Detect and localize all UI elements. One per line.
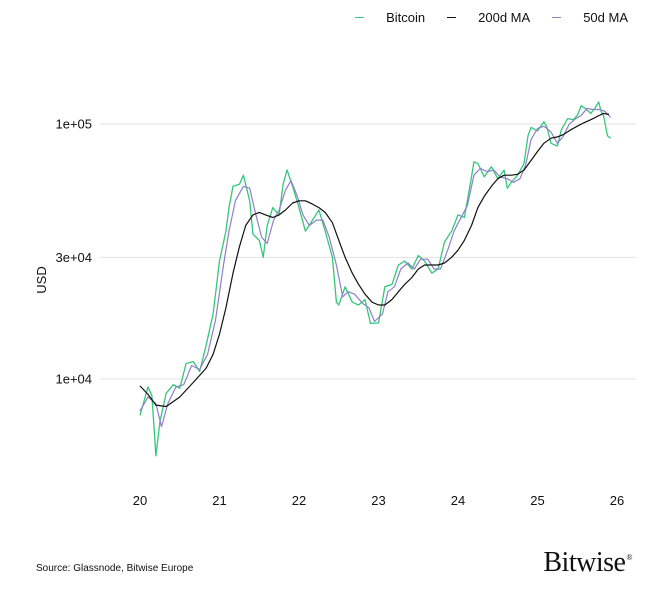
y-tick-label: 1e+04 — [55, 372, 92, 387]
y-tick-label: 1e+05 — [55, 117, 92, 132]
legend: Bitcoin 200d MA 50d MA — [343, 10, 628, 25]
legend-label: 50d MA — [583, 10, 628, 25]
source-note: Source: Glassnode, Bitwise Europe — [36, 563, 194, 574]
x-tick-label: 20 — [133, 493, 147, 508]
x-tick-label: 21 — [212, 493, 226, 508]
series-line-50d-ma — [139, 107, 612, 428]
legend-item-bitcoin: Bitcoin — [355, 10, 425, 25]
x-tick-label: 25 — [530, 493, 544, 508]
legend-label: Bitcoin — [386, 10, 426, 25]
legend-label: 200d MA — [478, 10, 531, 25]
y-tick-label: 3e+04 — [55, 250, 92, 265]
x-tick-label: 23 — [371, 493, 385, 508]
registered-mark: ® — [626, 553, 632, 562]
legend-swatch-bitcoin — [355, 16, 365, 19]
x-tick-label: 26 — [610, 493, 624, 508]
x-tick-label: 22 — [292, 493, 306, 508]
legend-swatch-200d-ma — [447, 16, 457, 19]
legend-item-50d-ma: 50d MA — [552, 10, 628, 25]
y-axis-label: USD — [34, 266, 49, 293]
bitwise-logo: Bitwise® — [543, 547, 632, 579]
logo-text: Bitwise — [543, 547, 626, 578]
legend-item-200d-ma: 200d MA — [447, 10, 530, 25]
legend-swatch-50d-ma — [552, 16, 562, 19]
series-line-200d-ma — [139, 112, 610, 408]
series-line-bitcoin — [139, 101, 612, 457]
x-tick-label: 24 — [451, 493, 465, 508]
